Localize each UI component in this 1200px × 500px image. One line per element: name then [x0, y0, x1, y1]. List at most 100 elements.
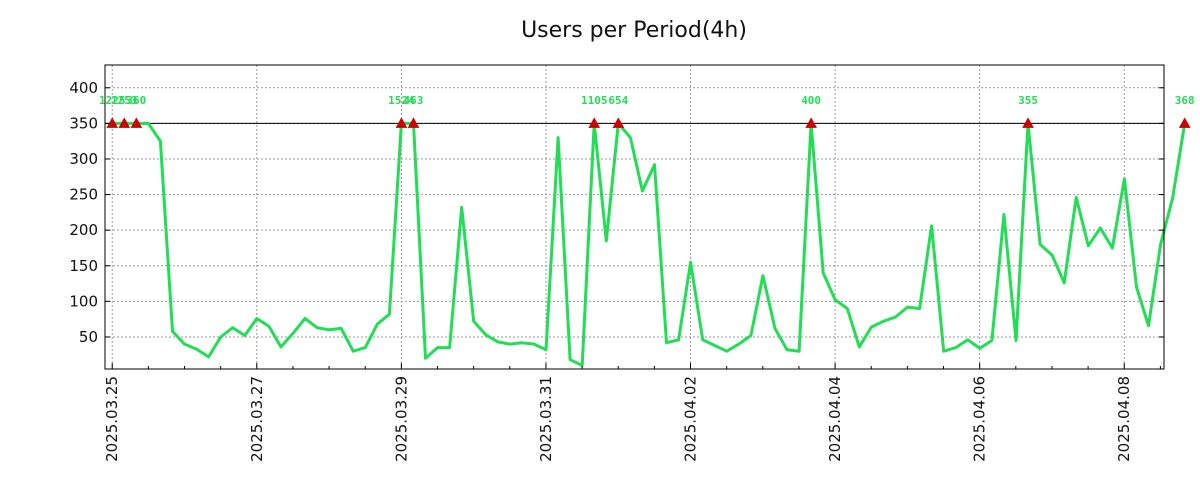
data-point [797, 350, 801, 353]
data-point [496, 340, 500, 344]
peak-marker [407, 117, 420, 128]
data-point [954, 346, 957, 349]
data-point [930, 224, 933, 228]
y-tick-label: 350 [69, 114, 98, 132]
data-point [689, 261, 692, 264]
data-point [677, 338, 680, 342]
peak-marker [588, 117, 601, 128]
data-point [159, 139, 162, 143]
data-point [520, 341, 524, 344]
data-point [821, 271, 825, 275]
data-point [773, 327, 777, 330]
peak-marker [130, 117, 143, 128]
peak-marker [805, 117, 817, 128]
data-point [219, 335, 222, 339]
data-point [352, 350, 355, 353]
peak-markers [106, 117, 1191, 128]
peak-label: 463 [404, 94, 424, 107]
data-point [147, 122, 150, 125]
x-axis: 2025.03.25 2025.03.27 2025.03.29 2025.03.31… [103, 363, 1161, 462]
data-point [1050, 253, 1054, 257]
data-point [713, 344, 716, 347]
x-tick-label: 2025.03.31 [537, 376, 555, 462]
data-point [508, 342, 512, 346]
data-point [749, 334, 753, 337]
peak-marker [395, 117, 408, 128]
peak-marker [118, 117, 131, 128]
data-point [665, 341, 668, 344]
data-point [894, 315, 897, 319]
data-point [315, 326, 319, 329]
peak-marker [1022, 117, 1034, 128]
peak-marker [612, 117, 625, 128]
peak-label: 400 [801, 94, 821, 107]
y-tick-label: 300 [69, 150, 98, 168]
peak-label: 355 [1018, 94, 1038, 107]
data-point [1062, 281, 1066, 285]
data-point [1111, 246, 1114, 250]
data-point [484, 333, 487, 337]
data-point [846, 307, 849, 310]
data-point [448, 346, 451, 349]
data-point [1099, 226, 1102, 230]
y-tick-label: 150 [69, 257, 98, 275]
x-tick-label: 2025.03.27 [248, 376, 266, 462]
data-point [364, 346, 367, 349]
data-point [327, 328, 331, 332]
data-point [1087, 244, 1090, 248]
peak-label: 368 [1175, 94, 1195, 107]
peak-label: 1225 [99, 94, 126, 107]
series-layer [110, 121, 1187, 367]
data-point [1014, 339, 1018, 342]
x-tick-label: 2025.04.04 [826, 376, 844, 462]
data-point [231, 326, 234, 329]
data-point [339, 327, 343, 330]
data-point [785, 348, 789, 351]
x-tick-label: 2025.04.08 [1115, 376, 1133, 462]
data-point [918, 307, 921, 310]
chart-title: Users per Period(4h) [521, 18, 747, 43]
data-point [653, 163, 656, 166]
data-point [1075, 196, 1078, 199]
series-line-users [110, 121, 1187, 367]
data-point [641, 189, 644, 193]
data-point [460, 206, 463, 209]
data-point [725, 350, 728, 353]
data-point [568, 358, 572, 361]
data-point [267, 325, 271, 328]
peak-label: 1524 [388, 94, 415, 107]
data-point [556, 136, 560, 139]
data-point [942, 350, 945, 353]
data-point [1002, 213, 1006, 216]
data-point [207, 355, 210, 359]
x-tick-label: 2025.04.06 [971, 376, 989, 462]
data-point [544, 348, 548, 351]
data-point [737, 342, 741, 346]
data-point [1171, 196, 1174, 200]
y-axis: 50 100 150 200 250 300 350 400 [69, 79, 1164, 346]
data-point [243, 334, 246, 337]
x-tick-label: 2025.04.02 [682, 376, 700, 462]
peak-label: 654 [608, 94, 628, 107]
data-point [1123, 177, 1126, 181]
data-point [171, 330, 174, 333]
x-tick-label: 2025.03.29 [392, 376, 410, 462]
data-point [580, 364, 584, 367]
data-point [303, 317, 307, 320]
peak-label: 360 [126, 94, 146, 107]
data-point [183, 342, 186, 346]
data-point [255, 317, 259, 320]
y-tick-label: 400 [69, 79, 98, 97]
peak-label: 1253 [111, 94, 138, 107]
data-point [1135, 285, 1138, 289]
y-tick-label: 200 [69, 221, 98, 239]
data-point [858, 345, 861, 349]
data-point [701, 338, 704, 342]
data-point [761, 274, 765, 277]
data-point [966, 338, 969, 342]
data-point [978, 347, 982, 350]
data-point [436, 346, 439, 349]
data-point [834, 298, 837, 302]
